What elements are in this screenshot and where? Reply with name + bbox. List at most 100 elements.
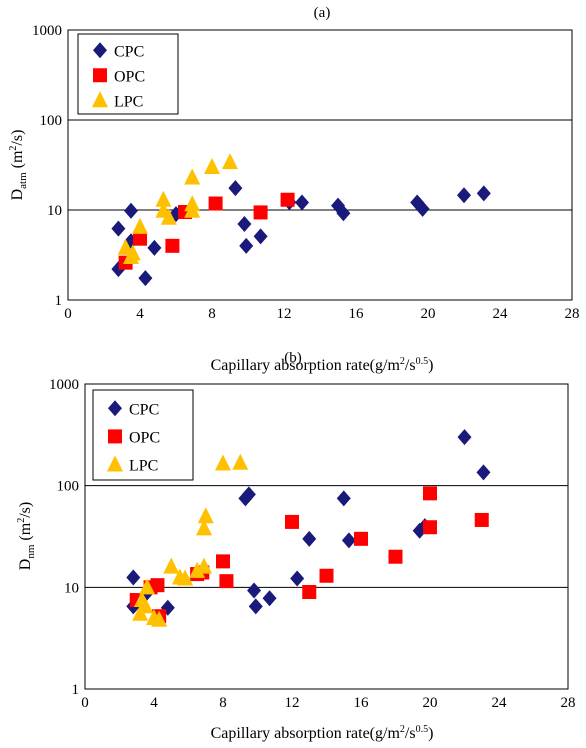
data-point-cpc-a-18	[476, 185, 491, 202]
x-tick-label-a-5: 20	[421, 306, 436, 322]
legend-label-opc-b: OPC	[129, 429, 160, 446]
x-tick-label-b-5: 20	[423, 695, 438, 711]
y-tick-label-b-3: 1000	[49, 377, 79, 393]
x-tick-label-a-1: 4	[136, 306, 144, 322]
data-point-lpc-a-4	[155, 190, 172, 207]
data-point-lpc-b-9	[189, 561, 206, 578]
x-tick-label-b-7: 28	[561, 695, 576, 711]
data-point-cpc-b-9	[290, 570, 305, 587]
y-tick-label-a-0: 1	[55, 293, 63, 309]
y-tick-label-a-3: 1000	[32, 23, 62, 39]
panel-label-a: (a)	[314, 5, 331, 21]
data-point-lpc-b-13	[215, 454, 231, 471]
data-point-opc-b-7	[219, 574, 234, 589]
x-tick-label-b-4: 16	[354, 695, 370, 711]
data-point-opc-b-9	[302, 584, 317, 599]
data-point-lpc-a-3	[132, 217, 148, 234]
data-point-lpc-a-2	[124, 244, 141, 261]
data-point-lpc-a-10	[204, 158, 220, 175]
data-point-opc-b-14	[423, 486, 437, 501]
data-point-cpc-b-12	[341, 532, 356, 549]
data-point-cpc-a-12	[295, 194, 309, 211]
y-axis-label-b: Dnm(m2/s)	[16, 502, 37, 570]
data-point-lpc-a-6	[160, 208, 177, 225]
y-axis-label-a: Datm(m2/s)	[8, 130, 29, 201]
data-point-lpc-b-8	[177, 569, 194, 586]
legend-a: CPC OPC LPC	[77, 33, 179, 115]
legend-label-opc-a: OPC	[114, 68, 145, 85]
y-tick-label-a-2: 100	[40, 113, 63, 129]
data-point-cpc-a-9	[239, 237, 254, 254]
data-point-opc-b-10	[319, 568, 334, 583]
data-point-cpc-a-4	[138, 270, 153, 287]
legend-b: CPC OPC LPC	[92, 389, 194, 481]
data-point-cpc-a-0	[111, 220, 126, 237]
data-point-lpc-b-12	[197, 507, 214, 524]
gridlines-b	[85, 383, 568, 690]
data-point-cpc-a-16	[415, 200, 430, 217]
data-point-cpc-b-8	[262, 590, 277, 607]
x-tick-label-a-3: 12	[277, 306, 292, 322]
x-tick-label-b-6: 24	[492, 695, 508, 711]
data-point-opc-a-2	[165, 238, 180, 253]
x-tick-label-b-1: 4	[150, 695, 158, 711]
data-point-opc-b-2	[150, 578, 165, 593]
x-tick-labels-b: 0 4 8 12 16 20 24 28	[81, 695, 575, 711]
data-point-lpc-a-9	[184, 201, 201, 218]
x-tick-label-a-6: 24	[493, 306, 509, 322]
data-point-cpc-b-10	[302, 530, 317, 547]
data-point-cpc-b-11	[336, 490, 351, 507]
data-point-opc-a-6	[280, 192, 295, 207]
data-point-lpc-b-10	[196, 557, 213, 574]
legend-marker-cpc-a	[93, 42, 107, 59]
x-tick-label-b-0: 0	[81, 695, 89, 711]
legend-label-lpc-b: LPC	[129, 458, 158, 475]
x-tick-labels-a: 0 4 8 12 16 20 24 28	[64, 306, 579, 322]
y-tick-label-b-0: 1	[72, 682, 80, 698]
data-point-opc-b-6	[216, 554, 230, 569]
data-point-lpc-b-3	[139, 578, 156, 595]
data-point-cpc-a-10	[253, 228, 268, 245]
data-point-opc-b-13	[423, 520, 437, 535]
y-tick-labels-b: 1 10 100 1000	[49, 377, 79, 698]
legend-label-cpc-b: CPC	[129, 401, 159, 418]
data-points-b	[126, 429, 491, 627]
data-point-opc-b-15	[474, 512, 489, 527]
data-point-lpc-a-7	[184, 168, 201, 185]
data-point-cpc-b-15	[457, 429, 472, 446]
y-tick-labels-a: 1 10 100 1000	[32, 23, 62, 309]
data-point-opc-a-4	[208, 196, 223, 211]
data-point-cpc-a-8	[237, 215, 252, 232]
x-tick-label-a-4: 16	[349, 306, 365, 322]
panel-label-b: (b)	[284, 350, 302, 366]
legend-marker-opc-a	[93, 68, 107, 83]
data-point-opc-b-12	[388, 549, 403, 564]
data-point-opc-b-11	[354, 531, 368, 546]
data-points-a	[111, 153, 491, 287]
chart-panel-a: (a) 0 4 8 12 16 20 24 28 1 10 100 1000 CPC OPC LPC C…	[8, 5, 580, 374]
x-axis-label-b: Capillary absorption rate(g/m2/s0.5)	[211, 724, 434, 742]
data-point-cpc-b-5	[241, 486, 256, 503]
data-point-opc-a-1	[133, 231, 147, 246]
data-point-cpc-a-5	[147, 239, 162, 256]
data-point-lpc-a-11	[222, 153, 238, 170]
data-point-cpc-b-7	[248, 598, 263, 615]
data-point-cpc-b-6	[247, 582, 262, 599]
data-point-cpc-a-14	[336, 205, 351, 222]
x-tick-label-a-0: 0	[64, 306, 72, 322]
legend-marker-opc-b	[108, 429, 122, 444]
x-tick-label-b-3: 12	[285, 695, 300, 711]
legend-label-cpc-a: CPC	[114, 43, 144, 60]
data-point-lpc-b-2	[137, 597, 154, 614]
legend-label-lpc-a: LPC	[114, 93, 143, 110]
gridlines-a	[68, 29, 572, 301]
x-tick-label-b-2: 8	[219, 695, 227, 711]
y-tick-label-b-2: 100	[57, 479, 80, 495]
data-point-opc-b-8	[285, 514, 299, 529]
chart-panel-b: (b) 0 4 8 12 16 20 24 28 1 10 100 1000 CPC OPC LPC C…	[16, 350, 576, 742]
legend-marker-lpc-b	[107, 455, 123, 472]
data-point-cpc-a-7	[228, 180, 243, 197]
data-point-cpc-a-17	[457, 187, 471, 204]
data-point-lpc-b-6	[163, 557, 180, 574]
